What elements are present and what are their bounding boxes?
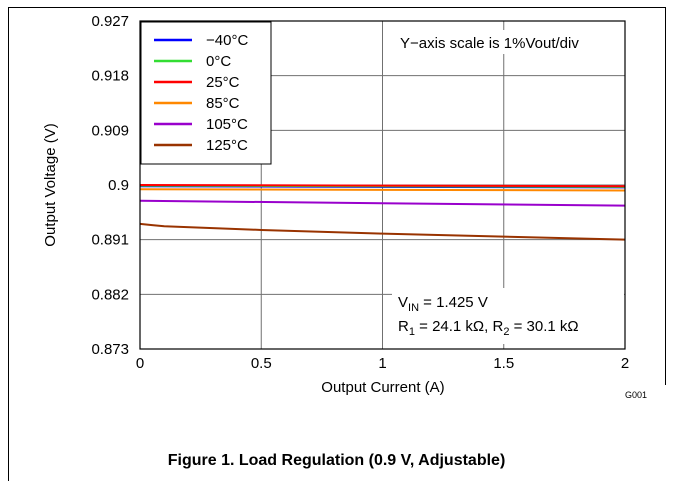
annotation-resistors: R1 = 24.1 kΩ, R2 = 30.1 kΩ xyxy=(398,318,579,338)
figure-caption: Figure 1. Load Regulation (0.9 V, Adjust… xyxy=(167,452,506,469)
figure-code: G001 xyxy=(625,390,647,400)
annotation-vin: VIN = 1.425 V xyxy=(398,294,488,314)
y-tick-label: 0.882 xyxy=(91,286,129,303)
series-line-3 xyxy=(139,188,626,192)
x-tick-label: 0.5 xyxy=(251,355,272,372)
x-tick-label: 2 xyxy=(621,355,629,372)
y-tick-label: 0.918 xyxy=(91,68,129,85)
annotation-y-axis-scale: Y−axis scale is 1%Vout/div xyxy=(400,35,579,52)
x-tick-label: 0 xyxy=(136,355,144,372)
x-tick-label: 1 xyxy=(378,355,386,372)
series-lines xyxy=(139,184,626,241)
frame-right-border xyxy=(665,7,666,385)
vin-r-annotation-background xyxy=(392,288,624,344)
legend: −40°C 0°C 25°C 85°C 105°C 125°C xyxy=(140,21,272,165)
frame-top-border xyxy=(8,7,666,8)
x-tick-label: 1.5 xyxy=(493,355,514,372)
frame-left-border xyxy=(8,7,9,481)
y-tick-label: 0.873 xyxy=(91,341,129,358)
legend-label-3: 85°C xyxy=(206,95,240,112)
legend-label-0: −40°C xyxy=(206,32,248,49)
series-line-5 xyxy=(139,222,626,241)
y-tick-label: 0.891 xyxy=(91,232,129,249)
series-line-2 xyxy=(139,184,626,188)
series-line-4 xyxy=(139,199,626,207)
legend-box xyxy=(140,21,272,165)
y-tick-label: 0.909 xyxy=(91,122,129,139)
legend-label-1: 0°C xyxy=(206,53,231,70)
y-tick-label: 0.927 xyxy=(91,13,129,30)
legend-label-4: 105°C xyxy=(206,116,248,133)
y-tick-label: 0.9 xyxy=(108,177,129,194)
legend-label-5: 125°C xyxy=(206,137,248,154)
annotation-background xyxy=(388,30,624,54)
legend-label-2: 25°C xyxy=(206,74,240,91)
tick-labels: 0 0.5 1 1.5 2 0.873 0.882 0.891 0.9 0.909 0.918 0.9… xyxy=(91,13,629,372)
x-axis-label: Output Current (A) xyxy=(321,379,444,396)
y-axis-label: Output Voltage (V) xyxy=(42,123,59,246)
plot-area-border xyxy=(139,20,626,350)
